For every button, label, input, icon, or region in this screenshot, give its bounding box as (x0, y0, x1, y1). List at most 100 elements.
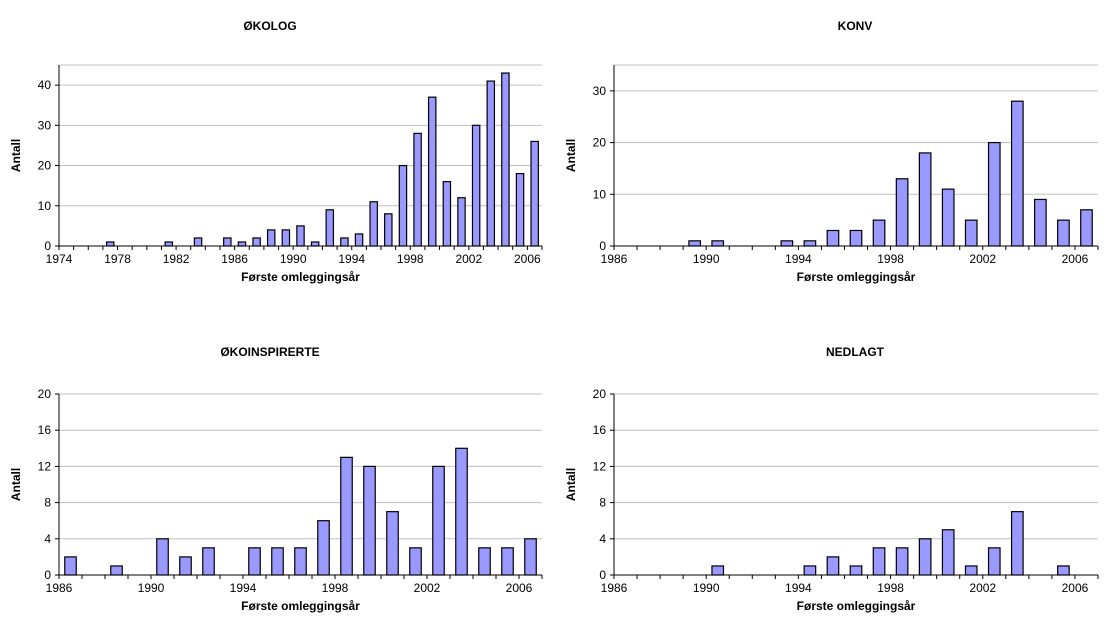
y-tick-label: 20 (593, 136, 607, 150)
x-tick-label: 1986 (221, 252, 248, 266)
y-tick-label: 40 (38, 78, 52, 92)
y-tick-label: 12 (38, 459, 52, 473)
bar (237, 241, 247, 247)
bar (688, 240, 702, 247)
x-tick-label: 2006 (514, 252, 541, 266)
bar (1057, 219, 1070, 247)
bar (202, 547, 215, 576)
bar (524, 538, 537, 576)
bar (711, 565, 725, 576)
bar (271, 547, 284, 576)
x-tick-label: 1994 (338, 252, 365, 266)
y-tick-label: 30 (38, 118, 52, 132)
bar (455, 447, 468, 576)
chart-panel-3: 1986 1990 1994 1998 2002 2006 0 4 8 12 16 20 ØKOINSP… (9, 345, 543, 613)
bar (193, 237, 203, 247)
bar (164, 241, 174, 247)
bar (281, 229, 291, 247)
y-axis-label: Antall (564, 139, 578, 172)
x-tick-label: 1994 (230, 581, 257, 595)
bar (317, 520, 330, 576)
bar (1010, 511, 1024, 576)
bar (895, 547, 909, 576)
bar (156, 538, 169, 576)
x-tick-label: 1998 (322, 581, 349, 595)
y-tick-label: 8 (599, 496, 606, 510)
bar (826, 556, 840, 576)
bar (340, 237, 349, 247)
bar (780, 240, 794, 247)
bar (803, 240, 817, 247)
y-tick-label: 8 (44, 496, 51, 510)
x-tick-label: 1998 (877, 581, 904, 595)
bar (64, 556, 77, 576)
x-tick-label: 1990 (693, 581, 720, 595)
bar (325, 209, 335, 247)
bar (105, 241, 115, 247)
bar (918, 538, 932, 576)
bar (442, 181, 452, 247)
bar (918, 152, 932, 247)
x-tick-label: 2002 (455, 252, 482, 266)
bar (1034, 198, 1047, 247)
x-tick-label: 1986 (601, 581, 628, 595)
y-tick-label: 10 (38, 199, 52, 213)
bar (1080, 209, 1093, 247)
bar (223, 237, 232, 247)
y-axis-label: Antall (564, 468, 578, 501)
x-tick-label: 2006 (1062, 581, 1089, 595)
x-axis-label: Første omleggingsår (241, 270, 360, 284)
bar (826, 229, 840, 247)
bar (471, 124, 481, 247)
x-axis-label: Første omleggingsår (241, 599, 360, 613)
x-tick-label: 1978 (104, 252, 131, 266)
x-tick-label: 1990 (693, 252, 720, 266)
x-tick-label: 2002 (969, 581, 996, 595)
y-tick-label: 20 (38, 159, 52, 173)
bar (384, 213, 393, 247)
bar (294, 547, 307, 576)
chart-panel-2: 1986 1990 1994 1998 2002 2006 0 10 20 30 KONV Først… (564, 19, 1099, 284)
chart-title: ØKOINSPIRERTE (220, 345, 319, 359)
y-tick-label: 4 (44, 532, 51, 546)
chart-title: ØKOLOG (243, 19, 296, 33)
bar (849, 229, 863, 247)
y-tick-label: 0 (44, 239, 51, 253)
bar (964, 219, 978, 247)
bar (369, 201, 378, 247)
x-tick-label: 1986 (601, 252, 628, 266)
chart-title: NEDLAGT (826, 345, 885, 359)
x-tick-label: 2006 (506, 581, 533, 595)
bar (252, 237, 261, 247)
y-tick-label: 20 (593, 387, 607, 401)
x-tick-label: 1990 (138, 581, 165, 595)
x-tick-label: 1990 (280, 252, 307, 266)
bar (457, 197, 466, 247)
y-tick-label: 4 (599, 532, 606, 546)
bar (1057, 565, 1070, 576)
chart-panel-4: 1986 1990 1994 1998 2002 2006 0 4 8 12 16 20 NEDLAGT… (564, 345, 1099, 613)
bar (987, 547, 1001, 576)
bar (872, 547, 886, 576)
bar (413, 132, 422, 247)
bar (179, 556, 192, 576)
bar (363, 465, 376, 576)
chart-panel-1: 1974 1978 1982 1986 1990 1994 1998 2002 2006 0 10 2… (9, 19, 543, 284)
x-tick-label: 1994 (785, 252, 812, 266)
bar (398, 164, 408, 247)
bar (432, 465, 445, 576)
x-axis-label: Første omleggingsår (797, 270, 916, 284)
bar (296, 225, 305, 247)
y-tick-label: 0 (599, 568, 606, 582)
x-tick-label: 1986 (46, 581, 73, 595)
bar (849, 565, 863, 576)
bar (987, 141, 1001, 247)
x-tick-label: 2002 (414, 581, 441, 595)
bar (478, 547, 491, 576)
x-tick-label: 2006 (1062, 252, 1089, 266)
y-tick-label: 12 (593, 459, 607, 473)
y-tick-label: 20 (38, 387, 52, 401)
x-tick-label: 1982 (163, 252, 190, 266)
